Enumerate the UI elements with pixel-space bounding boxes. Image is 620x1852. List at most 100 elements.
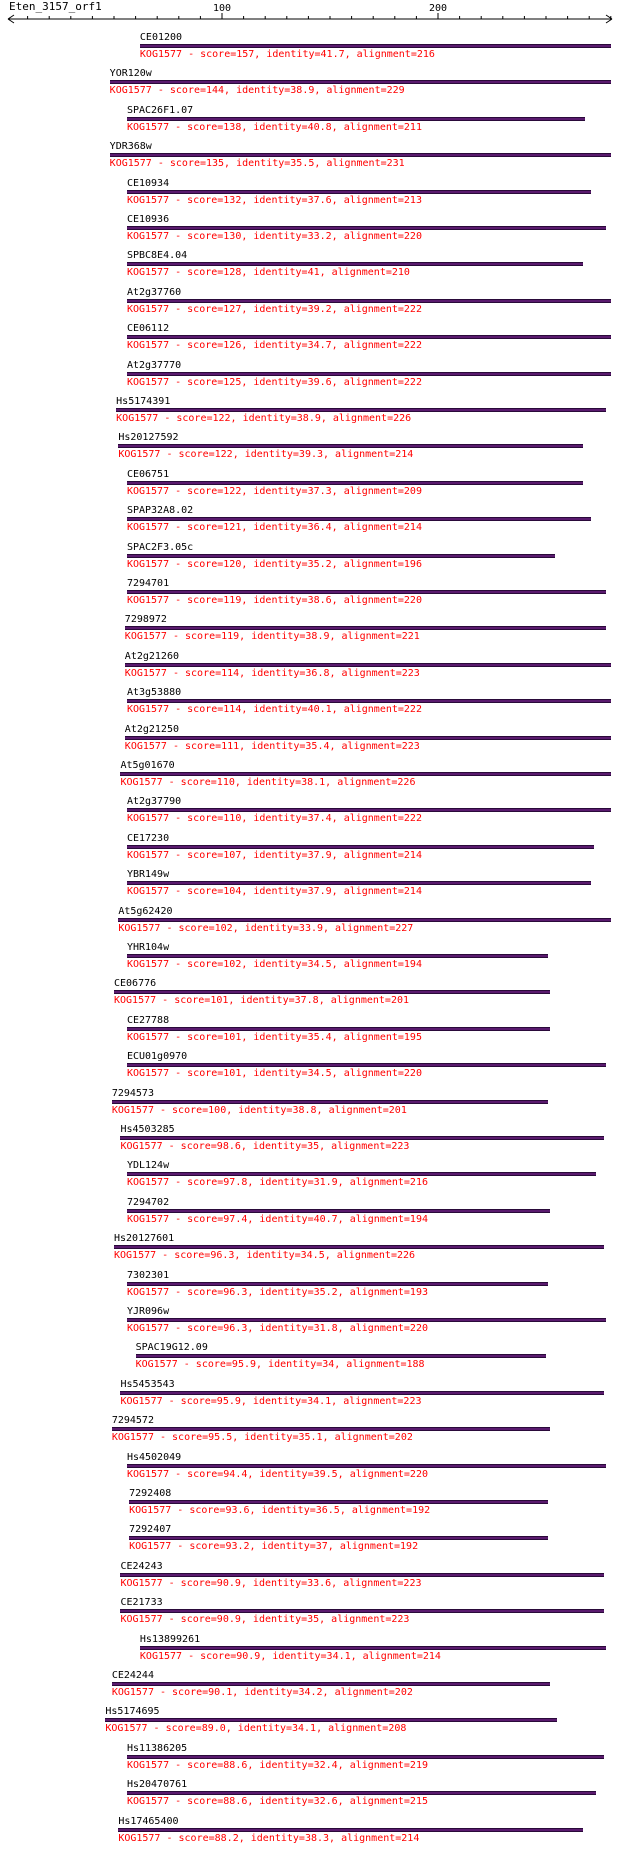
hit-row[interactable]: Hs20127601 KOG1577 - score=96.3, identity… [0,1233,620,1269]
hit-name[interactable]: CE01200 [139,32,183,43]
hit-row[interactable]: Hs20470761 KOG1577 - score=88.6, identity… [0,1779,620,1815]
hit-name[interactable]: 7302301 [126,1269,170,1281]
hit-name[interactable]: CE27788 [126,1014,170,1026]
hit-name[interactable]: CE06751 [126,468,170,480]
hit-description[interactable]: KOG1577 - score=89.0, identity=34.1, ali… [105,1723,407,1735]
hit-row[interactable]: SPAC26F1.07 KOG1577 - score=138, identity… [0,105,620,141]
hit-name[interactable]: YOR120w [109,68,152,80]
hit-bar[interactable] [114,1245,605,1250]
hit-name[interactable]: CE10934 [126,177,170,189]
hit-name[interactable]: SPAC19G12.09 [135,1342,208,1354]
hit-bar[interactable] [118,917,611,922]
hit-bar[interactable] [126,699,611,704]
hit-description[interactable]: KOG1577 - score=96.3, identity=35.2, ali… [126,1286,428,1298]
hit-row[interactable]: YJR096w KOG1577 - score=96.3, identity=31… [0,1306,620,1342]
hit-description[interactable]: KOG1577 - score=96.3, identity=31.8, ali… [126,1323,428,1334]
hit-row[interactable]: Hs4503285 KOG1577 - score=98.6, identity=… [0,1124,620,1160]
hit-description[interactable]: KOG1577 - score=97.8, identity=31.9, ali… [126,1177,428,1189]
hit-bar[interactable] [126,116,585,121]
hit-name[interactable]: Hs5453543 [120,1378,175,1390]
hit-bar[interactable] [126,335,611,340]
hit-name[interactable]: At2g21260 [124,650,179,662]
hit-description[interactable]: KOG1577 - score=121, identity=36.4, alig… [126,522,422,534]
hit-row[interactable]: At2g21260 KOG1577 - score=114, identity=3… [0,651,620,687]
hit-bar[interactable] [124,735,611,740]
hit-bar[interactable] [129,1500,549,1504]
hit-row[interactable]: Hs5453543 KOG1577 - score=95.9, identity=… [0,1379,620,1415]
hit-row[interactable]: YDR368w KOG1577 - score=135, identity=35.… [0,141,620,177]
hit-description[interactable]: KOG1577 - score=90.9, identity=35, align… [120,1614,410,1626]
hit-row[interactable]: 7292408 KOG1577 - score=93.6, identity=36… [0,1488,620,1524]
hit-description[interactable]: KOG1577 - score=101, identity=35.4, alig… [126,1031,422,1043]
hit-row[interactable]: 7294702 KOG1577 - score=97.4, identity=40… [0,1197,620,1233]
hit-bar[interactable] [124,626,607,631]
hit-row[interactable]: Hs11386205 KOG1577 - score=88.6, identity… [0,1743,620,1779]
hit-name[interactable]: At3g53880 [126,687,182,699]
hit-row[interactable]: 7294572 KOG1577 - score=95.5, identity=35… [0,1415,620,1451]
hit-bar[interactable] [120,1609,605,1614]
hit-row[interactable]: At5g01670 KOG1577 - score=110, identity=3… [0,760,620,796]
hit-row[interactable]: 7294573 KOG1577 - score=100, identity=38.… [0,1088,620,1124]
hit-row[interactable]: CE24243 KOG1577 - score=90.9, identity=33… [0,1561,620,1597]
hit-row[interactable]: At5g62420 KOG1577 - score=102, identity=3… [0,906,620,942]
hit-bar[interactable] [126,1063,607,1068]
hit-row[interactable]: SPBC8E4.04 KOG1577 - score=128, identity=… [0,250,620,286]
hit-name[interactable]: Hs20127601 [114,1233,175,1245]
hit-name[interactable]: CE06112 [126,323,170,335]
hit-description[interactable]: KOG1577 - score=97.4, identity=40.7, ali… [126,1213,428,1225]
hit-name[interactable]: YHR104w [126,942,170,953]
hit-row[interactable]: YHR104w KOG1577 - score=102, identity=34.… [0,942,620,978]
hit-bar[interactable] [118,1827,583,1832]
hit-description[interactable]: KOG1577 - score=95.5, identity=35.1, ali… [111,1432,413,1444]
hit-bar[interactable] [126,844,594,849]
hit-bar[interactable] [118,444,583,449]
hit-bar[interactable] [111,1682,551,1686]
hit-description[interactable]: KOG1577 - score=122, identity=39.3, alig… [118,449,414,461]
hit-name[interactable]: SPAC2F3.05c [126,541,194,553]
hit-bar[interactable] [139,1645,607,1650]
hit-description[interactable]: KOG1577 - score=88.6, identity=32.6, ali… [126,1796,428,1808]
hit-bar[interactable] [135,1354,546,1359]
hit-bar[interactable] [126,590,607,594]
hit-row[interactable]: Hs4502049 KOG1577 - score=94.4, identity=… [0,1452,620,1488]
hit-description[interactable]: KOG1577 - score=88.6, identity=32.4, ali… [126,1759,428,1771]
hit-description[interactable]: KOG1577 - score=107, identity=37.9, alig… [126,849,422,861]
hit-row[interactable]: YDL124w KOG1577 - score=97.8, identity=31… [0,1160,620,1196]
hit-row[interactable]: At2g37790 KOG1577 - score=110, identity=3… [0,796,620,832]
hit-description[interactable]: KOG1577 - score=95.9, identity=34, align… [135,1359,425,1371]
hit-name[interactable]: At2g21250 [124,723,179,735]
hit-bar[interactable] [120,772,611,776]
hit-description[interactable]: KOG1577 - score=144, identity=38.9, alig… [109,85,405,97]
hit-name[interactable]: YJR096w [126,1306,170,1317]
hit-bar[interactable] [124,662,611,667]
hit-description[interactable]: KOG1577 - score=122, identity=37.3, alig… [126,485,422,497]
hit-description[interactable]: KOG1577 - score=122, identity=38.9, alig… [116,413,412,424]
hit-description[interactable]: KOG1577 - score=102, identity=34.5, alig… [126,959,422,970]
hit-description[interactable]: KOG1577 - score=138, identity=40.8, alig… [126,121,422,133]
hit-description[interactable]: KOG1577 - score=127, identity=39.2, alig… [126,303,422,315]
hit-name[interactable]: Hs5174391 [116,396,171,407]
hit-name[interactable]: Hs20470761 [126,1779,188,1791]
hit-description[interactable]: KOG1577 - score=110, identity=38.1, alig… [120,777,416,788]
hit-description[interactable]: KOG1577 - score=94.4, identity=39.5, ali… [126,1468,428,1480]
hit-bar[interactable] [126,226,607,230]
hit-name[interactable]: At2g37760 [126,286,182,298]
hit-name[interactable]: SPAP32A8.02 [126,505,194,517]
hit-name[interactable]: At5g01670 [120,760,175,771]
hit-name[interactable]: Hs17465400 [118,1815,179,1827]
hit-description[interactable]: KOG1577 - score=119, identity=38.9, alig… [124,631,420,643]
hit-bar[interactable] [126,480,583,485]
hit-row[interactable]: At2g37760 KOG1577 - score=127, identity=3… [0,287,620,323]
hit-bar[interactable] [126,954,549,958]
hit-description[interactable]: KOG1577 - score=101, identity=34.5, alig… [126,1068,422,1080]
hit-bar[interactable] [120,1136,605,1140]
hit-bar[interactable] [114,990,551,995]
hit-description[interactable]: KOG1577 - score=88.2, identity=38.3, ali… [118,1832,420,1844]
hit-description[interactable]: KOG1577 - score=102, identity=33.9, alig… [118,922,414,934]
hit-bar[interactable] [105,1718,557,1723]
hit-row[interactable]: At3g53880 KOG1577 - score=114, identity=4… [0,687,620,723]
hit-bar[interactable] [116,408,607,412]
hit-name[interactable]: 7294701 [126,578,170,589]
hit-row[interactable]: Hs20127592 KOG1577 - score=122, identity=… [0,432,620,468]
hit-bar[interactable] [126,298,611,303]
